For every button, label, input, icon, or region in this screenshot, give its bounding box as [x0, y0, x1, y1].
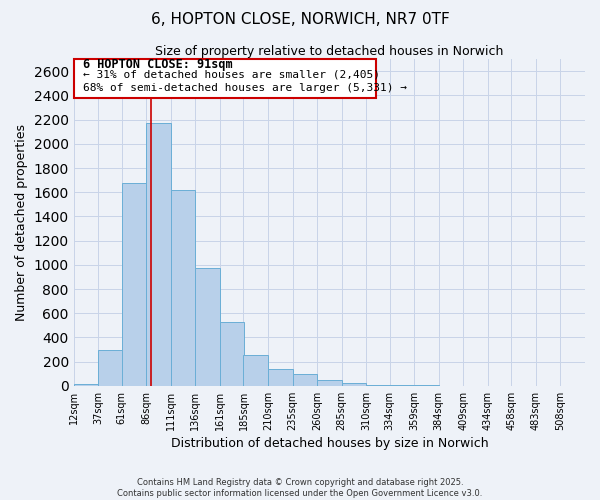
Bar [98, 350, 123, 386]
Bar [341, 384, 366, 386]
Text: 6, HOPTON CLOSE, NORWICH, NR7 0TF: 6, HOPTON CLOSE, NORWICH, NR7 0TF [151, 12, 449, 28]
Text: Contains HM Land Registry data © Crown copyright and database right 2025.
Contai: Contains HM Land Registry data © Crown c… [118, 478, 482, 498]
Bar [146, 124, 171, 386]
Text: 68% of semi-detached houses are larger (5,331) →: 68% of semi-detached houses are larger (… [83, 83, 407, 93]
Bar [171, 190, 196, 386]
Bar [196, 268, 220, 386]
Bar [122, 182, 146, 386]
Bar [268, 369, 293, 386]
Bar [220, 322, 244, 386]
Bar [244, 355, 268, 386]
Bar [317, 380, 341, 386]
Y-axis label: Number of detached properties: Number of detached properties [15, 124, 28, 321]
Title: Size of property relative to detached houses in Norwich: Size of property relative to detached ho… [155, 45, 503, 58]
Bar [74, 59, 376, 98]
Bar [293, 374, 317, 386]
Text: ← 31% of detached houses are smaller (2,405): ← 31% of detached houses are smaller (2,… [83, 70, 380, 80]
Text: 6 HOPTON CLOSE: 91sqm: 6 HOPTON CLOSE: 91sqm [83, 58, 233, 70]
Bar [389, 385, 414, 386]
X-axis label: Distribution of detached houses by size in Norwich: Distribution of detached houses by size … [170, 437, 488, 450]
Bar [366, 384, 391, 386]
Bar [74, 384, 98, 386]
